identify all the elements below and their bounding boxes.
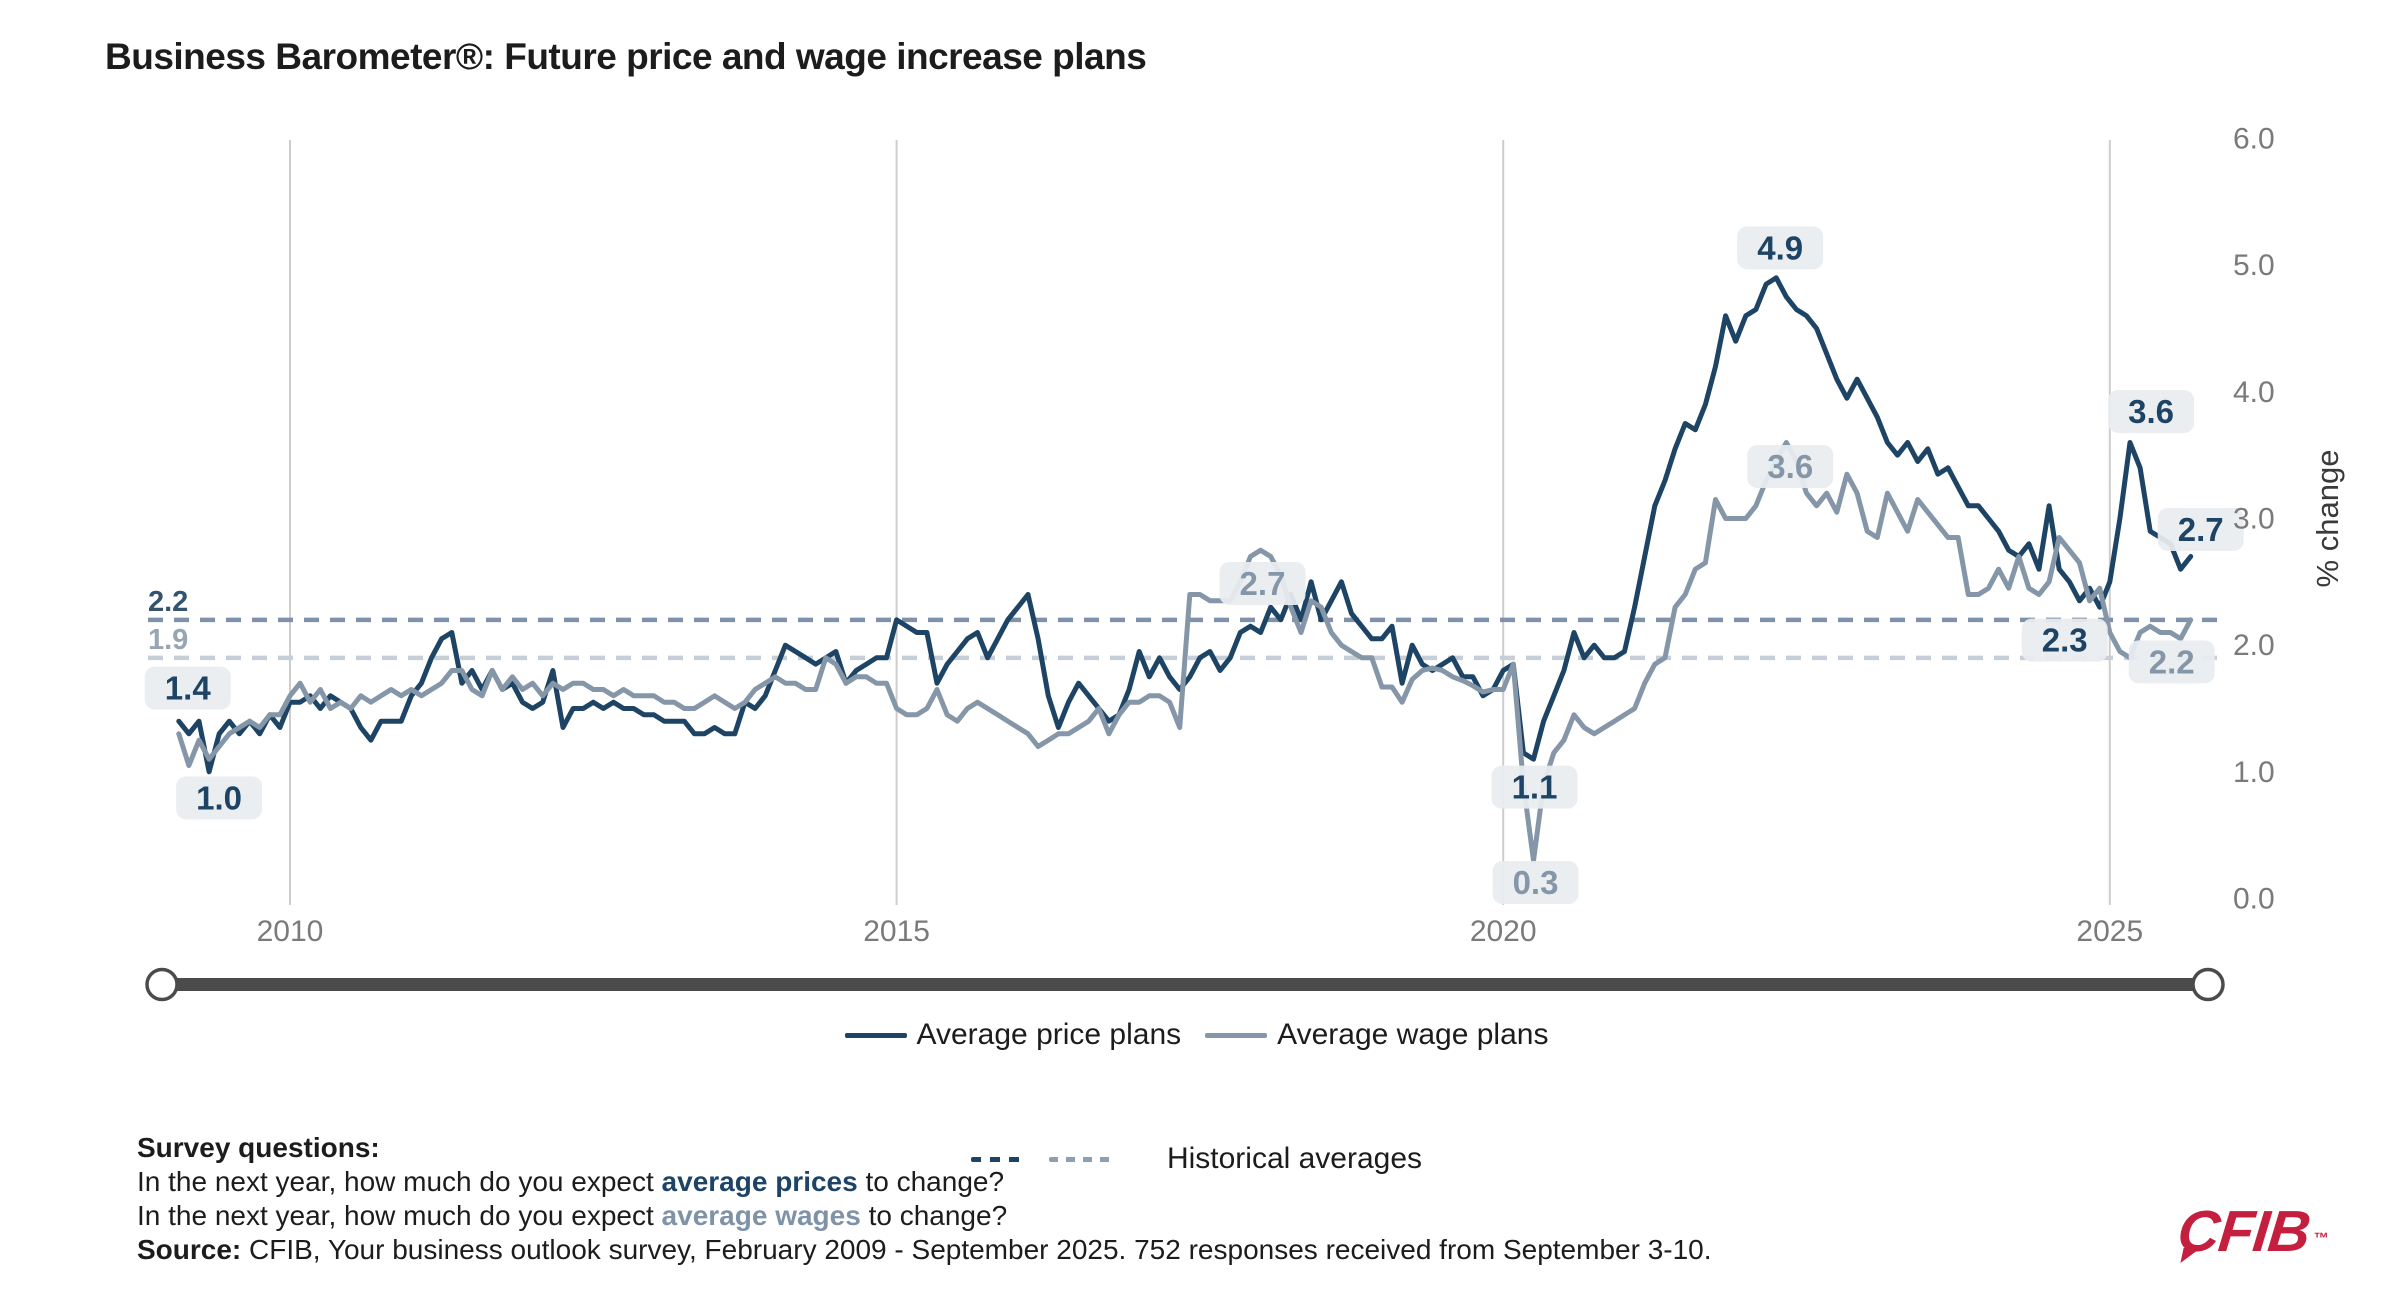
price-line-swatch — [844, 1032, 907, 1038]
data-label-value: 4.9 — [1757, 229, 1803, 266]
legend-historical-label: Historical averages — [1166, 1142, 1423, 1175]
range-slider-right-handle[interactable] — [2191, 967, 2225, 1002]
y-axis-label-6.0: 6.0 — [2233, 122, 2275, 155]
y-axis-label-5.0: 5.0 — [2233, 249, 2275, 282]
survey-question-prices: In the next year, how much do you expect… — [137, 1166, 1005, 1197]
logo-trademark: ™ — [2313, 1230, 2329, 1247]
wage-plans-line — [176, 440, 2194, 863]
x-axis-label-2025: 2025 — [2076, 915, 2143, 948]
y-axis-title: % change — [2310, 450, 2345, 588]
data-label-1.4: 1.4 — [144, 666, 231, 710]
series-lines — [176, 275, 2194, 863]
historical-average-lines: 2.21.9 — [148, 586, 2218, 661]
data-label-value: 1.4 — [165, 670, 212, 707]
x-axis-label-2015: 2015 — [863, 915, 930, 948]
axis-labels: 2010 2015 2020 2025 0.0 1.0 2.0 3.0 4.0 5.0 6.0 % c… — [257, 122, 2345, 948]
data-label-3.6: 3.6 — [2108, 389, 2195, 433]
data-label-chip — [2128, 640, 2215, 684]
legend-historical: Historical averages — [0, 1142, 2393, 1176]
source-line: Source: CFIB, Your business outlook surv… — [137, 1234, 1712, 1265]
data-label-value: 0.3 — [1513, 864, 1559, 901]
data-label-1.0: 1.0 — [176, 776, 263, 820]
historical-average-value-price: 2.2 — [148, 586, 188, 618]
data-label-chip — [144, 666, 231, 710]
logo-text: CFIB — [2174, 1199, 2313, 1264]
data-label-chip — [2157, 507, 2244, 551]
data-label-chip — [2108, 389, 2195, 433]
legend-price-label: Average price plans — [916, 1018, 1182, 1051]
gridlines — [289, 140, 2111, 905]
wage-line-swatch — [1205, 1032, 1268, 1038]
price-dashed-swatch — [970, 1156, 1023, 1162]
average-wages-highlight: average wages — [661, 1200, 861, 1231]
cfib-logo: CFIB ™ — [2175, 1198, 2329, 1265]
data-label-value: 3.6 — [1767, 448, 1813, 485]
data-label-2.7: 2.7 — [2157, 507, 2244, 551]
data-label-chip — [1747, 444, 1834, 488]
data-label-chip — [1491, 765, 1578, 809]
average-prices-highlight: average prices — [661, 1166, 858, 1197]
page-title: Business Barometer®: Future price and wa… — [105, 36, 1147, 77]
survey-questions-heading: Survey questions: — [137, 1132, 380, 1163]
legend-series: Average price plans Average wage plans — [0, 1018, 2393, 1052]
x-axis-label-2020: 2020 — [1470, 915, 1537, 948]
data-label-value: 3.6 — [2128, 393, 2174, 430]
y-axis-label-1.0: 1.0 — [2233, 756, 2275, 789]
data-label-value: 2.3 — [2042, 622, 2088, 659]
wage-dashed-swatch — [1048, 1156, 1115, 1162]
data-labels: 1.4 1.0 2.7 4.9 3.6 1.1 0.3 3.6 2.7 2.3 2.2 — [144, 226, 2244, 904]
range-slider-bar[interactable] — [162, 978, 2208, 991]
data-label-2.7: 2.7 — [1219, 561, 1306, 605]
y-axis-label-0.0: 0.0 — [2233, 883, 2275, 916]
data-label-value: 1.1 — [1512, 769, 1558, 806]
range-slider-left-handle[interactable] — [145, 967, 179, 1002]
range-slider[interactable] — [145, 967, 2225, 1002]
legend-wage-label: Average wage plans — [1277, 1018, 1549, 1051]
footer-notes: Survey questions: In the next year, how … — [137, 1131, 1712, 1267]
data-label-chip — [1737, 226, 1824, 270]
data-label-chip — [2021, 618, 2108, 662]
y-axis-label-4.0: 4.0 — [2233, 376, 2275, 409]
data-label-value: 1.0 — [196, 779, 242, 816]
data-label-4.9: 4.9 — [1737, 226, 1824, 270]
data-label-chip — [1219, 561, 1306, 605]
data-label-chip — [1492, 860, 1579, 904]
data-label-value: 2.2 — [2149, 643, 2195, 680]
data-label-2.2: 2.2 — [2128, 640, 2215, 684]
historical-average-value-wage: 1.9 — [148, 624, 188, 656]
data-label-1.1: 1.1 — [1491, 765, 1578, 809]
data-label-2.3: 2.3 — [2021, 618, 2108, 662]
data-label-value: 2.7 — [1240, 565, 1286, 602]
survey-question-wages: In the next year, how much do you expect… — [137, 1200, 1008, 1231]
y-axis-label-3.0: 3.0 — [2233, 502, 2275, 535]
data-label-0.3: 0.3 — [1492, 860, 1579, 904]
data-label-chip — [176, 776, 263, 820]
y-axis-label-2.0: 2.0 — [2233, 629, 2275, 662]
x-axis-label-2010: 2010 — [257, 915, 324, 948]
data-label-value: 2.7 — [2178, 511, 2224, 548]
data-label-3.6: 3.6 — [1747, 444, 1834, 488]
